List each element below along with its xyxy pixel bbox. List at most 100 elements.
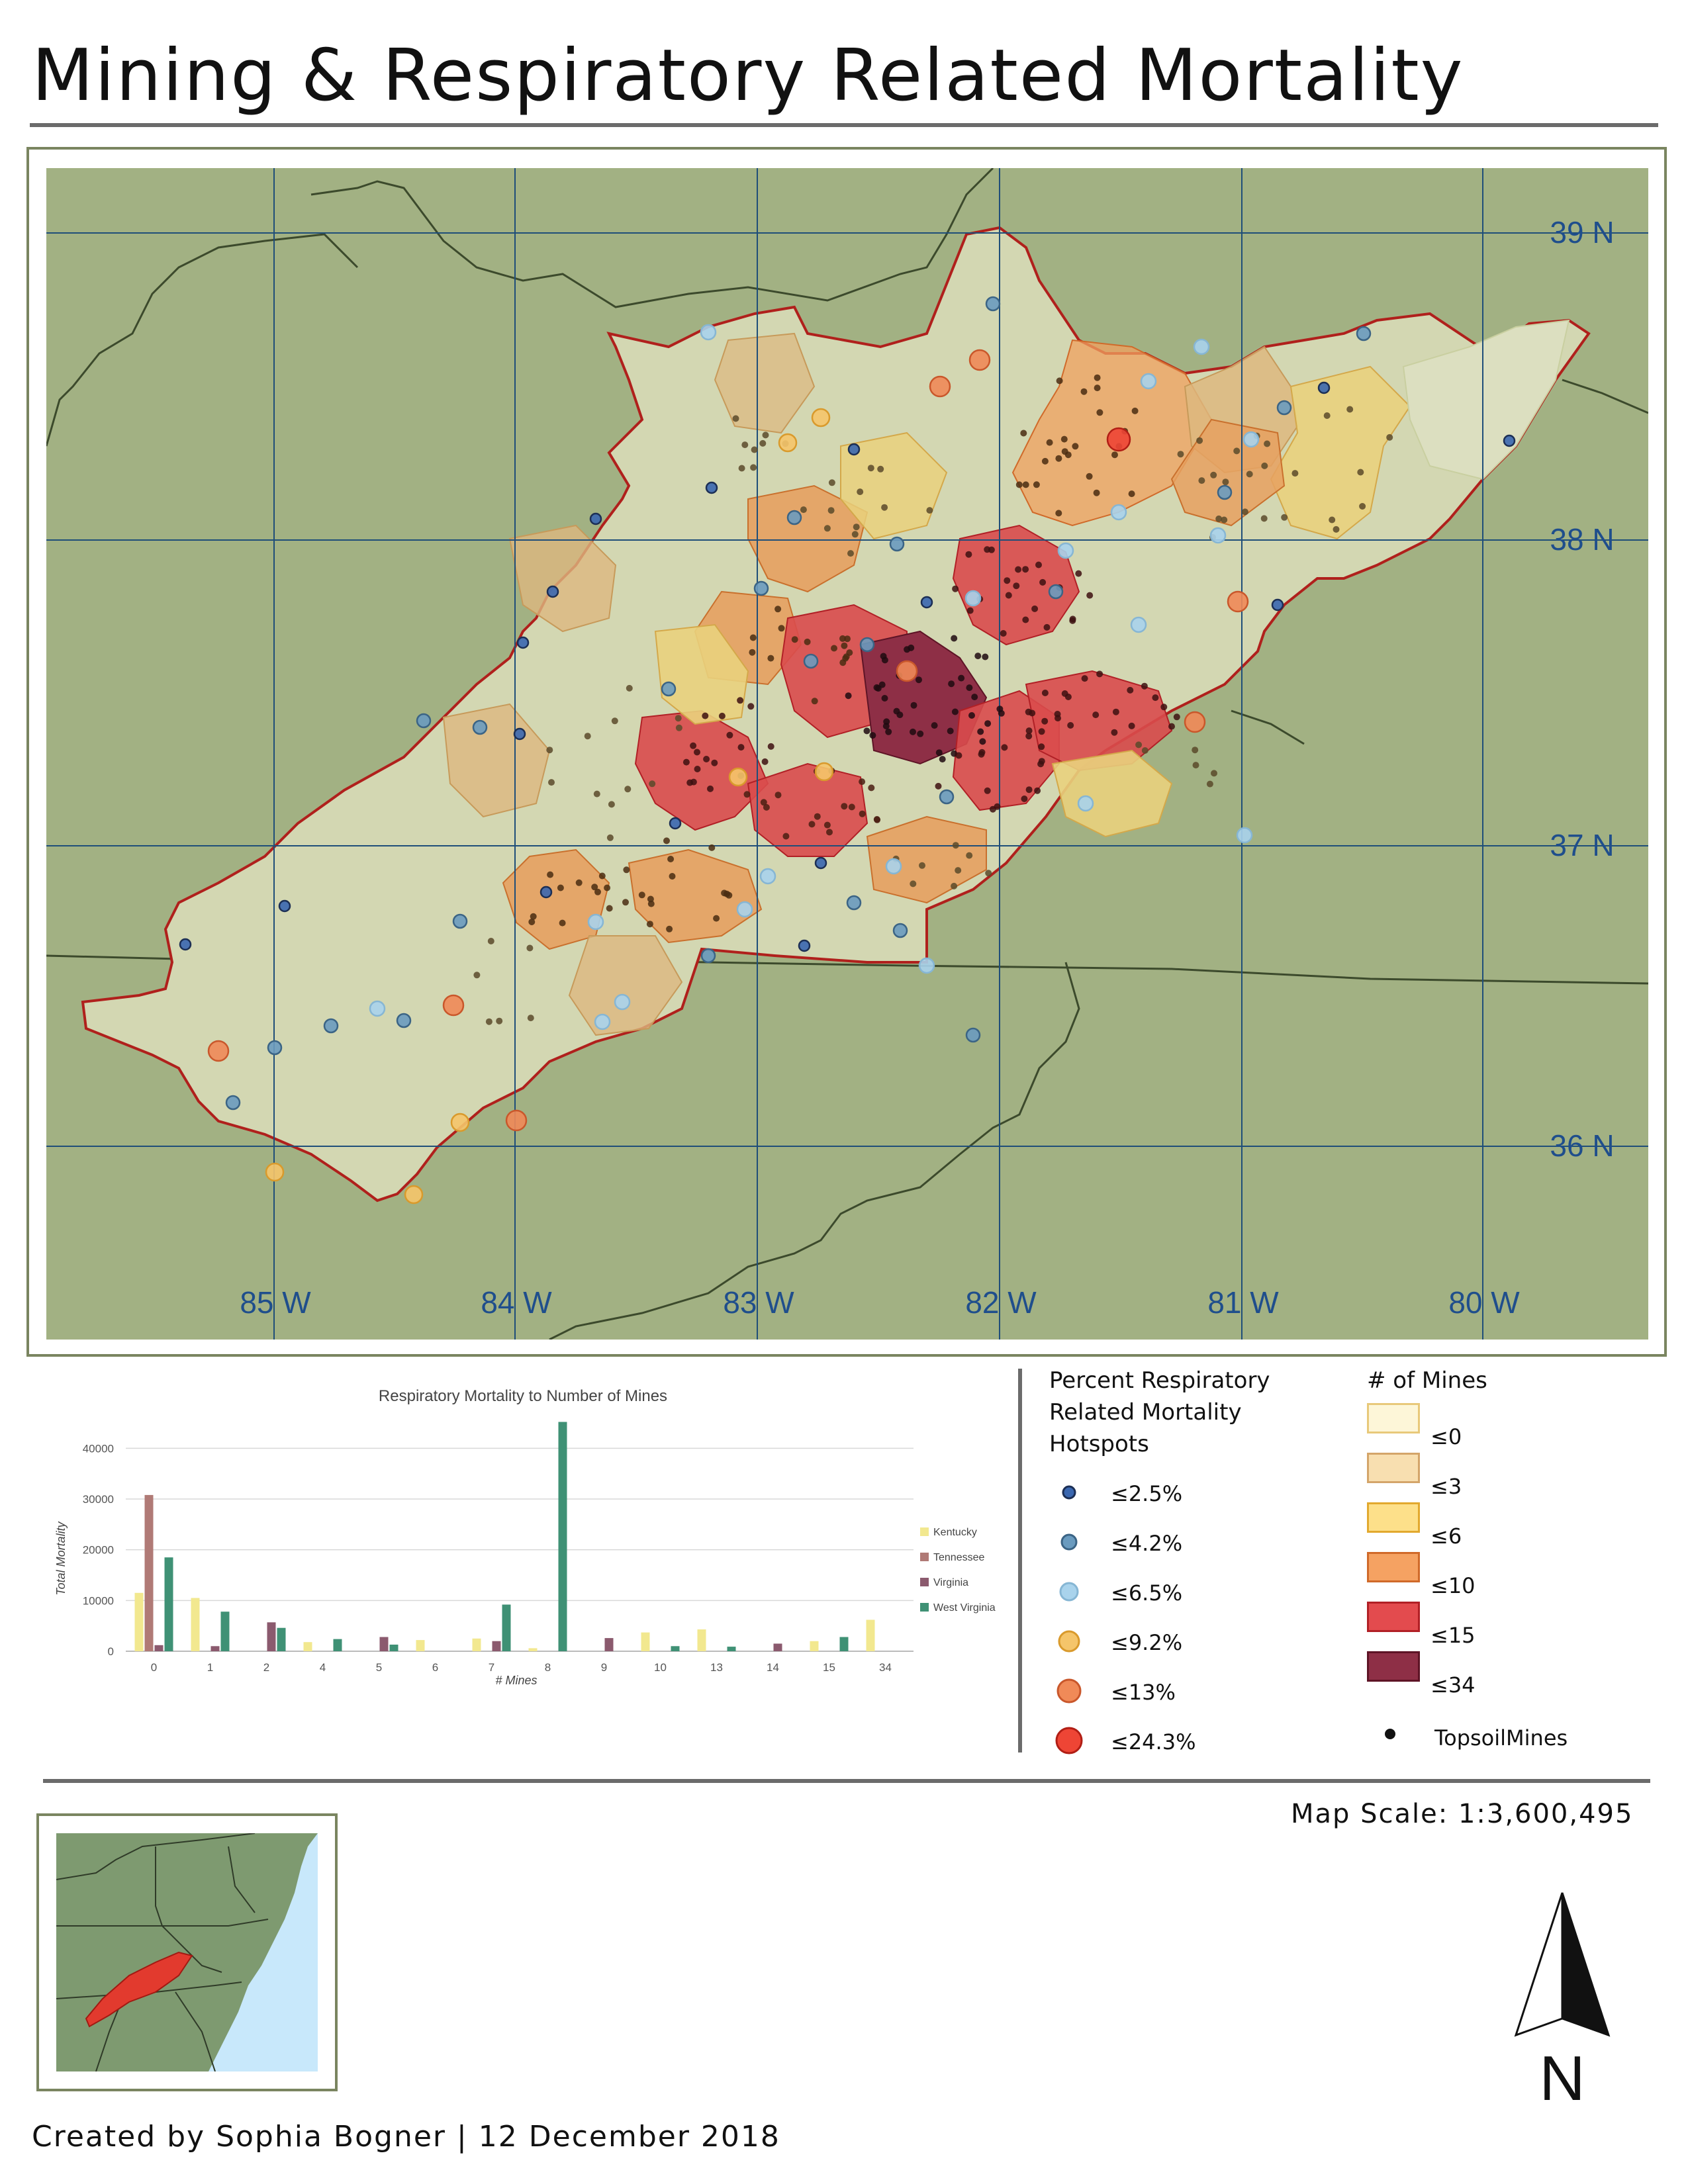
topsoil-mine-dot: [1094, 374, 1101, 381]
topsoil-mine-dot: [622, 899, 629, 906]
topsoil-mine-dot: [1033, 481, 1040, 488]
lon-label-82: 82 W: [965, 1285, 1037, 1320]
topsoil-mine-dot: [1035, 561, 1042, 569]
topsoil-mine-dot: [1055, 455, 1062, 462]
hotspot-symbol: [661, 681, 677, 697]
hotspot-symbol: [700, 948, 716, 964]
graticule: [46, 168, 1648, 1340]
topsoil-mine-dot: [869, 732, 876, 739]
hotspot-symbol-icon: [1062, 1485, 1076, 1500]
topsoil-mine-dot: [1025, 786, 1033, 794]
topsoil-mine-dot: [1041, 717, 1049, 725]
topsoil-mine-dot: [703, 756, 710, 762]
hotspot-symbol: [968, 349, 991, 371]
chart-bar: [144, 1494, 154, 1651]
topsoil-mine-dot: [548, 779, 555, 786]
topsoil-mine-dot: [762, 432, 769, 439]
topsoil-mine-dot: [791, 636, 798, 643]
topsoil-mine-dot: [726, 731, 733, 739]
topsoil-mine-dot: [827, 507, 835, 514]
topsoil-mine-dot: [743, 791, 751, 798]
topsoil-mine-dot: [778, 625, 785, 632]
topsoil-legend-item: TopsoilMines: [1380, 1724, 1605, 1757]
topsoil-mine-dot: [966, 852, 973, 859]
topsoil-mine-dot: [998, 709, 1005, 717]
chart-bar: [220, 1612, 230, 1651]
chart-bar: [267, 1622, 276, 1651]
topsoil-mine-dot: [951, 708, 959, 715]
topsoil-mine-dot: [713, 915, 720, 922]
hotspot-symbol: [939, 789, 955, 805]
topsoil-mine-dot: [880, 653, 887, 660]
topsoil-mine-dot: [647, 900, 655, 907]
topsoil-mine-dot: [885, 728, 892, 735]
title-underline: [30, 123, 1658, 127]
topsoil-mine-dot: [1160, 704, 1168, 711]
topsoil-mine-dot: [1357, 469, 1364, 476]
topsoil-mine-dot: [979, 738, 986, 745]
topsoil-mine-dot: [1000, 630, 1007, 637]
topsoil-mine-dot: [527, 1015, 534, 1022]
topsoil-mine-dot: [1128, 490, 1135, 498]
hotspot-symbol: [1140, 373, 1157, 390]
hotspot-legend-title: Percent Respiratory Related Mortality Ho…: [1049, 1367, 1270, 1457]
topsoil-mine-dot: [1131, 407, 1139, 414]
mines-legend-item: ≤6: [1367, 1502, 1552, 1549]
lat-label-36: 36 N: [1550, 1128, 1614, 1163]
topsoil-mine-dot: [1038, 758, 1045, 765]
main-map[interactable]: 39 N 38 N 37 N 36 N 85 W 84 W 83 W 82 W …: [46, 168, 1648, 1340]
topsoil-mine-dot: [966, 684, 973, 692]
topsoil-mine-dot: [1264, 440, 1271, 447]
topsoil-mine-dot: [926, 507, 933, 514]
hotspot-symbol: [587, 913, 604, 931]
topsoil-mine-dot: [694, 749, 700, 756]
mines-legend-swatch: [1367, 1403, 1420, 1433]
topsoil-mine-dot: [1022, 616, 1029, 623]
hotspot-symbol: [1317, 381, 1331, 394]
hotspot-symbol: [965, 1027, 981, 1043]
chart-xtick-label: 9: [601, 1661, 607, 1674]
lon-label-85: 85 W: [240, 1285, 311, 1320]
topsoil-mine-dot: [528, 919, 536, 925]
topsoil-mine-dot: [774, 792, 782, 799]
topsoil-mine-dot: [867, 465, 874, 472]
topsoil-mine-dot: [1061, 448, 1068, 455]
hotspot-symbol: [964, 590, 982, 607]
chart-bar: [492, 1641, 501, 1651]
topsoil-mine-dot: [667, 856, 675, 862]
chart-xtick-label: 5: [376, 1661, 382, 1674]
topsoil-mine-dot: [1128, 722, 1135, 729]
hotspot-symbol: [396, 1013, 412, 1028]
chart-xtick-label: 4: [320, 1661, 326, 1674]
topsoil-mine-dot: [845, 692, 852, 700]
topsoil-mine-dot: [1260, 515, 1268, 522]
hotspot-symbol: [1184, 711, 1206, 733]
hotspot-symbol: [614, 993, 631, 1011]
topsoil-mine-dot: [1196, 437, 1203, 444]
topsoil-mine-dot: [877, 465, 884, 473]
north-arrow-icon: N: [1514, 1892, 1611, 2108]
chart-xtick-label: 34: [879, 1661, 892, 1674]
hotspot-symbol: [889, 536, 905, 552]
topsoil-mine-dot: [1096, 670, 1103, 678]
chart-legend-label: Tennessee: [933, 1552, 984, 1563]
topsoil-mine-dot: [1111, 451, 1118, 459]
hotspot-symbol: [450, 1113, 470, 1132]
topsoil-mine-dot: [839, 635, 846, 642]
hotspot-symbol: [278, 899, 291, 913]
topsoil-mine-dot: [759, 439, 767, 447]
topsoil-mine-dot: [760, 799, 767, 806]
chart-xtick-label: 1: [207, 1661, 213, 1674]
topsoil-mine-dot: [530, 913, 537, 920]
topsoil-mine-dot: [841, 803, 848, 810]
chart-bar: [697, 1629, 706, 1651]
mines-legend-item: ≤3: [1367, 1453, 1552, 1499]
topsoil-mine-dot: [1291, 470, 1299, 477]
chart-xtick-label: 10: [654, 1661, 667, 1674]
hotspot-symbol: [1110, 504, 1127, 521]
hotspot-symbol: [594, 1013, 611, 1030]
chart-xtick-label: 15: [823, 1661, 835, 1674]
hotspot-symbol: [798, 939, 811, 952]
hotspot-symbol: [728, 767, 748, 787]
hotspot-symbol-icon: [1056, 1678, 1082, 1704]
